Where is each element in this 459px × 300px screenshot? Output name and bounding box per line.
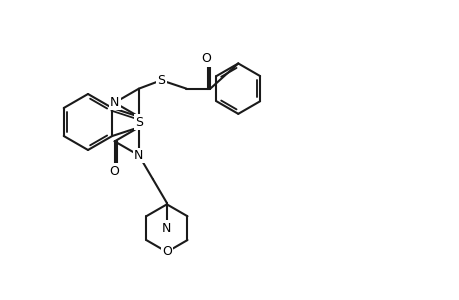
Text: N: N bbox=[110, 96, 119, 109]
Text: O: O bbox=[109, 165, 119, 178]
Text: S: S bbox=[134, 116, 143, 128]
Text: N: N bbox=[134, 149, 143, 162]
Text: S: S bbox=[157, 74, 165, 87]
Text: O: O bbox=[201, 52, 211, 65]
Text: N: N bbox=[162, 222, 171, 235]
Text: O: O bbox=[162, 245, 172, 258]
